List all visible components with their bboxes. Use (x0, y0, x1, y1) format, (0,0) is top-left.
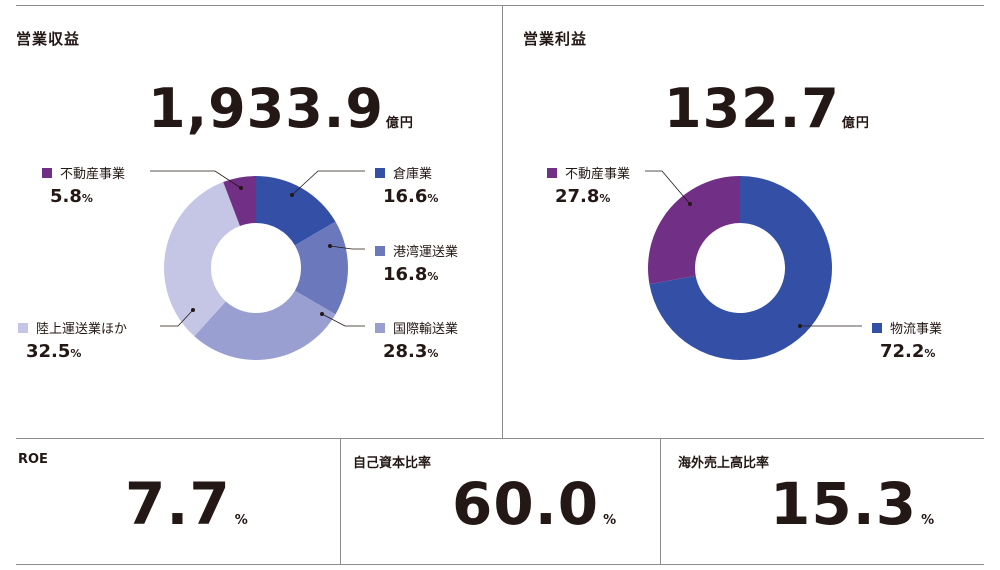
legend-percent-sign: % (70, 347, 82, 360)
legend-percent-sign: % (81, 192, 93, 205)
bottom-border (16, 564, 984, 565)
kpi-overseas-ratio-value: 15.3% (770, 475, 935, 533)
leader-dot-port (328, 244, 332, 248)
legend-swatch (375, 167, 385, 178)
kpi-roe-title: ROE (18, 452, 48, 467)
leader-line (291, 170, 365, 196)
kpi-divider-2 (660, 438, 661, 564)
legend-international-transport: 国際輸送業 28.3% (375, 318, 458, 362)
kpi-equity-ratio-unit: % (603, 513, 618, 528)
leader-line (160, 309, 194, 327)
profit-total-unit: 億円 (841, 116, 870, 131)
revenue-total-unit: 億円 (385, 116, 414, 131)
kpi-roe-value: 7.7% (125, 475, 249, 533)
legend-value: 72.2 (880, 341, 925, 362)
legend-value: 32.5 (26, 341, 71, 362)
revenue-slice-3 (163, 182, 240, 337)
legend-warehouse: 倉庫業 16.6% (375, 163, 438, 207)
legend-swatch (872, 322, 882, 333)
legend-label: 不動産事業 (60, 167, 126, 182)
legend-port-transport: 港湾運送業 16.8% (375, 241, 458, 285)
leader-dot-real-estate (239, 186, 243, 190)
revenue-slice-4 (223, 176, 256, 226)
profit-title: 営業利益 (523, 30, 588, 48)
legend-swatch (42, 167, 52, 178)
legend-value: 28.3 (383, 341, 428, 362)
legend-label: 物流事業 (890, 322, 943, 337)
revenue-slice-0 (256, 176, 336, 246)
legend-label: 不動産事業 (565, 167, 631, 182)
legend-label: 港湾運送業 (393, 245, 459, 260)
profit-slice-0 (649, 176, 832, 360)
revenue-title: 営業収益 (16, 30, 81, 48)
legend-value: 27.8 (555, 186, 600, 207)
legend-value: 5.8 (50, 186, 82, 207)
leader-dot-land (191, 308, 195, 312)
kpi-equity-ratio-title: 自己資本比率 (353, 456, 432, 471)
legend-value: 16.6 (383, 186, 428, 207)
legend-real-estate-revenue: 不動産事業 5.8% (42, 163, 125, 207)
legend-label: 陸上運送業ほか (36, 322, 128, 337)
legend-percent-sign: % (427, 192, 439, 205)
leader-dot-international (320, 312, 324, 316)
legend-label: 倉庫業 (393, 167, 433, 182)
kpi-roe-unit: % (234, 513, 249, 528)
kpi-overseas-ratio-number: 15.3 (770, 470, 918, 538)
legend-percent-sign: % (599, 192, 611, 205)
kpi-equity-ratio-number: 60.0 (452, 470, 600, 538)
legend-swatch (375, 245, 385, 256)
legend-value: 16.8 (383, 264, 428, 285)
kpi-equity-ratio-value: 60.0% (452, 475, 617, 533)
legend-land-transport: 陸上運送業ほか 32.5% (18, 318, 127, 362)
profit-total: 132.7 億円 (664, 82, 870, 136)
leader-line (150, 170, 242, 189)
legend-swatch (547, 167, 557, 178)
leader-dot-profit-real-estate (688, 202, 692, 206)
legend-logistics: 物流事業 72.2% (872, 318, 942, 362)
kpi-overseas-ratio-title: 海外売上高比率 (678, 456, 770, 471)
panel-divider (502, 5, 503, 438)
leader-line (321, 313, 365, 327)
legend-swatch (375, 322, 385, 333)
leader-dot-logistics (798, 324, 802, 328)
kpi-top-border (16, 438, 984, 439)
legend-percent-sign: % (427, 270, 439, 283)
legend-real-estate-profit: 不動産事業 27.8% (547, 163, 630, 207)
kpi-overseas-ratio-unit: % (921, 513, 936, 528)
revenue-slice-1 (294, 221, 349, 315)
profit-total-value: 132.7 (664, 77, 840, 140)
profit-slice-1 (648, 176, 740, 285)
legend-swatch (18, 322, 28, 333)
kpi-roe-number: 7.7 (125, 470, 231, 538)
legend-label: 国際輸送業 (393, 322, 459, 337)
kpi-divider-1 (340, 438, 341, 564)
legend-percent-sign: % (924, 347, 936, 360)
leader-dot-warehouse (290, 193, 294, 197)
revenue-total-value: 1,933.9 (148, 77, 384, 140)
top-border (16, 5, 984, 6)
leader-line (645, 170, 691, 205)
leader-line (329, 245, 365, 250)
revenue-slice-2 (194, 290, 336, 360)
legend-percent-sign: % (427, 347, 439, 360)
revenue-total: 1,933.9 億円 (148, 82, 414, 136)
